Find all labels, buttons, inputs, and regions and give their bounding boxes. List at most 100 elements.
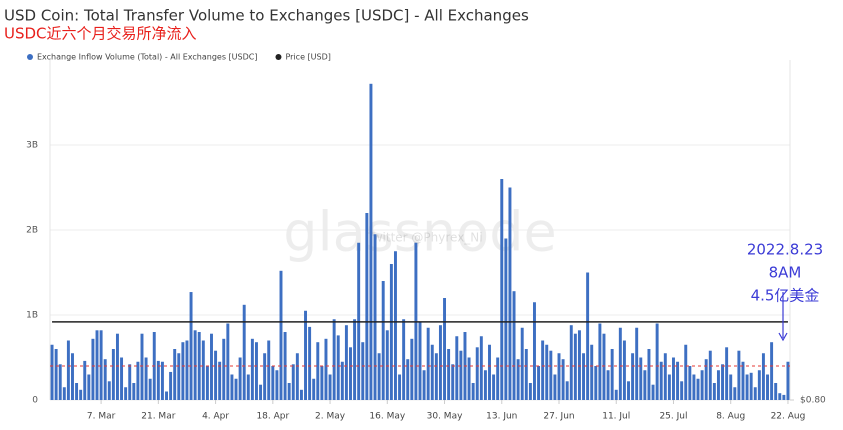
x-tick-label: 4. Apr (202, 412, 229, 422)
bar (160, 361, 164, 400)
bar (349, 347, 352, 400)
bar (443, 298, 447, 400)
bar (398, 374, 402, 400)
x-tick-label: 2. May (315, 412, 346, 422)
bar (639, 357, 643, 400)
bar (111, 349, 115, 400)
bar (483, 370, 487, 400)
bar (402, 319, 406, 400)
bar (618, 327, 622, 400)
bar (565, 381, 569, 400)
credit: Twitter @Phyrex_Ni (366, 231, 482, 245)
bar (716, 370, 720, 400)
x-tick-label: 7. Mar (87, 412, 116, 422)
bar (287, 383, 291, 400)
bar (753, 387, 757, 400)
bar (614, 389, 618, 400)
bar (173, 349, 177, 400)
bar (197, 332, 201, 400)
bar (524, 349, 528, 400)
bar (332, 319, 336, 400)
bar (708, 350, 712, 400)
bar (344, 325, 348, 400)
legend-label: Price [USD] (285, 53, 330, 62)
bar (177, 353, 181, 400)
bar (508, 187, 512, 400)
bar (144, 357, 148, 400)
x-tick-label: 18. Apr (256, 412, 289, 422)
bar (749, 372, 753, 400)
legend-marker (275, 54, 282, 60)
bar (234, 378, 238, 400)
x-tick-label: 27. Jun (543, 412, 574, 422)
bar (447, 349, 451, 400)
bar (279, 270, 283, 400)
bar (275, 370, 279, 400)
bar (373, 234, 377, 400)
bar (156, 360, 160, 400)
bar (71, 353, 74, 400)
bar (557, 353, 561, 400)
bar (737, 350, 741, 400)
bar (635, 327, 639, 400)
bar (692, 374, 696, 400)
bar (631, 353, 635, 400)
bar (663, 353, 667, 400)
bar (316, 342, 320, 400)
bar (214, 350, 218, 400)
bar (655, 323, 659, 400)
bar (136, 361, 140, 400)
bar (569, 325, 573, 400)
bar (537, 366, 541, 400)
bar (549, 350, 553, 400)
bar (700, 370, 704, 400)
bar (304, 310, 307, 400)
bar (193, 330, 197, 400)
bar (336, 335, 340, 400)
bar (761, 353, 765, 400)
bar (132, 383, 136, 400)
plot-area: 0 1B 2B 3B $0.80 7. Mar 21. Mar 4. Apr 18. Apr 2.… (26, 53, 826, 422)
bar (467, 357, 471, 400)
bar (725, 347, 729, 400)
bar (729, 374, 733, 400)
bar (479, 336, 483, 400)
bar (189, 292, 193, 400)
bar (733, 387, 737, 400)
bar (308, 326, 312, 400)
bar (434, 353, 438, 400)
bar (95, 330, 99, 400)
bar (389, 264, 393, 400)
y-tick-label: 2B (26, 226, 38, 236)
bar (312, 378, 316, 400)
x-tick-label: 21. Mar (141, 412, 175, 422)
bar (430, 344, 434, 400)
bar (238, 357, 242, 400)
bar (365, 213, 369, 400)
bar (385, 330, 389, 400)
bar (50, 344, 54, 400)
x-tick-label: 16. May (369, 412, 405, 422)
bar (684, 344, 688, 400)
chart-title: USD Coin: Total Transfer Volume to Excha… (4, 7, 529, 25)
bar (516, 359, 520, 400)
legend-marker (27, 54, 33, 60)
bar (254, 342, 258, 400)
bar (328, 374, 332, 400)
bar (741, 361, 745, 400)
bar (512, 291, 516, 400)
bar (218, 361, 222, 400)
bar (140, 333, 144, 400)
x-tick-label: 11. Jul (602, 412, 630, 422)
bar (128, 364, 132, 400)
bar (124, 387, 128, 400)
bar (148, 378, 152, 400)
bar (438, 325, 442, 400)
bar (545, 344, 549, 400)
y-tick-label: 0 (32, 396, 38, 406)
bar (533, 302, 536, 400)
x-tick-label: 13. Jun (486, 412, 517, 422)
bar (79, 389, 83, 400)
bar (667, 374, 671, 400)
bar (680, 381, 684, 400)
